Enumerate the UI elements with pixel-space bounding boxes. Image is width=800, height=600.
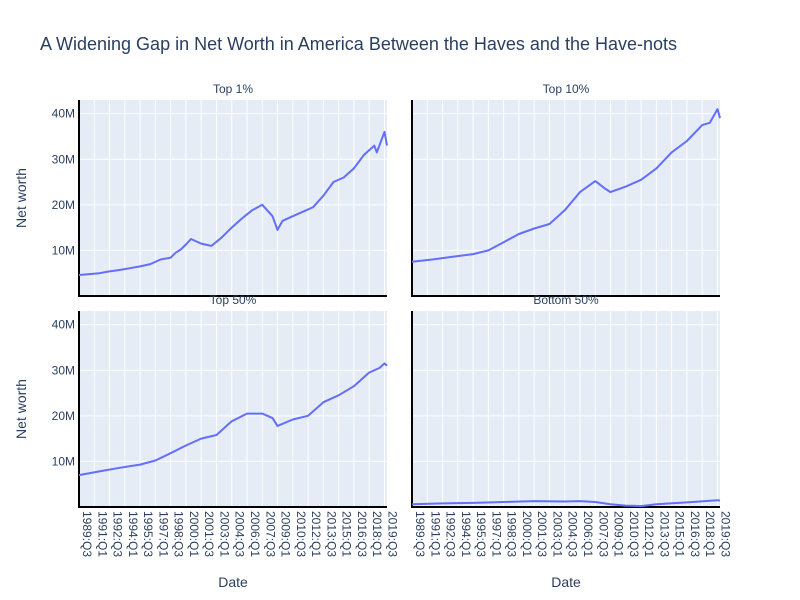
x-tick-label: 1998:Q3	[505, 511, 519, 557]
x-tick-label: 2004:Q3	[566, 511, 580, 557]
x-tick-label: 2016:Q3	[688, 511, 702, 557]
series-line	[411, 108, 721, 263]
y-axis-title-bottom: Net worth	[13, 379, 29, 439]
x-tick-label: 2001:Q3	[535, 511, 549, 557]
y-tick-label: 40M	[52, 107, 75, 121]
x-tick-label: 1997:Q1	[156, 511, 170, 557]
subplot-title: Top 1%	[213, 82, 253, 96]
x-tick-label: 1989:Q3	[80, 511, 94, 557]
x-tick-label: 2018:Q1	[370, 511, 384, 557]
x-tick-label: 2010:Q3	[627, 511, 641, 557]
x-tick-label: 2010:Q3	[294, 511, 308, 557]
y-tick-label: 40M	[52, 318, 75, 332]
chart-title: A Widening Gap in Net Worth in America B…	[40, 34, 677, 54]
x-tick-label: 2012:Q1	[309, 511, 323, 557]
x-tick-label: 2007:Q3	[596, 511, 610, 557]
x-tick-label: 1995:Q3	[141, 511, 155, 557]
subplot-title: Bottom 50%	[533, 293, 599, 307]
x-tick-label: 2012:Q1	[642, 511, 656, 557]
x-tick-label: 2019:Q3	[385, 511, 399, 557]
x-tick-label: 1997:Q1	[489, 511, 503, 557]
x-tick-label: 2013:Q3	[657, 511, 671, 557]
subplot-2: 10M 20M 30M 40M 1989:Q3 1991:Q1 1992:Q3 1994:Q1…	[52, 293, 400, 557]
subplot-title: Top 50%	[210, 293, 257, 307]
x-tick-label: 2003:Q1	[217, 511, 231, 557]
x-tick-label: 1992:Q3	[111, 511, 125, 557]
x-tick-label: 2006:Q1	[581, 511, 595, 557]
x-tick-label: 2004:Q3	[233, 511, 247, 557]
y-axis-title-top: Net worth	[13, 168, 29, 228]
x-tick-label: 2019:Q3	[718, 511, 732, 557]
x-tick-label: 2001:Q3	[202, 511, 216, 557]
subplot-3: 1989:Q3 1991:Q1 1992:Q3 1994:Q1 1995:Q3 1997:…	[411, 293, 732, 557]
x-tick-label: 2000:Q1	[520, 511, 534, 557]
x-tick-label: 1994:Q1	[126, 511, 140, 557]
x-tick-label: 2009:Q1	[612, 511, 626, 557]
y-tick-label: 20M	[52, 198, 75, 212]
series-line	[78, 130, 388, 276]
x-tick-label: 2015:Q1	[673, 511, 687, 557]
y-tick-label: 10M	[52, 454, 75, 468]
x-tick-label: 1989:Q3	[413, 511, 427, 557]
x-tick-label: 2007:Q3	[263, 511, 277, 557]
plot-area	[412, 311, 720, 507]
x-tick-label: 1995:Q3	[474, 511, 488, 557]
x-axis-title-left: Date	[218, 574, 248, 590]
x-tick-label: 1998:Q3	[172, 511, 186, 557]
x-tick-label: 2018:Q1	[703, 511, 717, 557]
x-tick-label: 2003:Q1	[550, 511, 564, 557]
y-tick-label: 30M	[52, 152, 75, 166]
x-tick-label: 2006:Q1	[248, 511, 262, 557]
plot-area	[79, 311, 387, 507]
x-tick-label: 1992:Q3	[444, 511, 458, 557]
x-tick-label: 1994:Q1	[459, 511, 473, 557]
x-axis-title-right: Date	[551, 574, 581, 590]
x-tick-label: 1991:Q1	[428, 511, 442, 557]
x-tick-label: 2000:Q1	[187, 511, 201, 557]
series-line	[78, 362, 388, 477]
subplot-grid: 10M 20M 30M 40M Top 1% Top 10% 10M 20M 30M 40M 198…	[52, 82, 733, 557]
x-tick-label: 1991:Q1	[95, 511, 109, 557]
x-tick-label: 2015:Q1	[340, 511, 354, 557]
x-tick-label: 2009:Q1	[279, 511, 293, 557]
plot-area	[412, 100, 720, 296]
subplot-1: Top 10%	[411, 82, 721, 297]
plot-area	[79, 100, 387, 296]
series-line	[411, 499, 721, 508]
x-tick-label: 2013:Q3	[324, 511, 338, 557]
y-tick-label: 20M	[52, 409, 75, 423]
y-tick-label: 30M	[52, 363, 75, 377]
subplot-0: 10M 20M 30M 40M Top 1%	[52, 82, 388, 297]
y-tick-label: 10M	[52, 243, 75, 257]
subplot-title: Top 10%	[543, 82, 590, 96]
x-tick-label: 2016:Q3	[355, 511, 369, 557]
